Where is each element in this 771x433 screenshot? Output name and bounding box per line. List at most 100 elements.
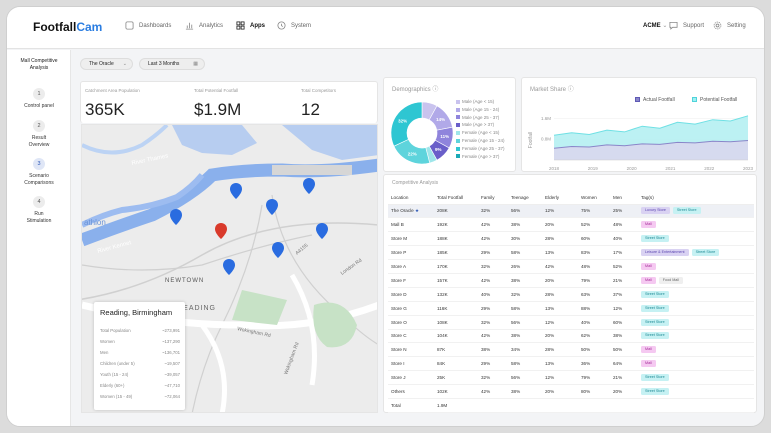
column-header[interactable]: Total Footfall — [434, 191, 478, 205]
table-row[interactable]: Store G 116K 29% 58% 13% 88% 12% Street Store — [388, 301, 754, 316]
x-tick-label: 2020 — [627, 166, 638, 171]
kpi-value-population: 365K — [85, 100, 125, 119]
demographics-card: Demographics ⓘ 14% 11% 9% 22% 32% Male (Age … — [383, 77, 516, 172]
table-row[interactable]: Store J 25K 32% 56% 12% 79% 21% Street Store — [388, 370, 754, 386]
competitor-pins[interactable] — [170, 178, 328, 275]
cell-elderly: 13% — [542, 245, 578, 261]
map-pin-icon[interactable] — [223, 259, 235, 275]
cell-teenage: 34% — [508, 342, 542, 358]
popup-row: Men ~136,701 — [100, 350, 180, 355]
star-icon[interactable]: ★ — [413, 207, 420, 213]
cell-men: 21% — [610, 273, 638, 288]
cell-location: Store C — [388, 329, 434, 344]
donut-slice[interactable] — [390, 101, 423, 147]
nav-system[interactable]: System — [277, 21, 311, 30]
column-header[interactable]: Family — [478, 191, 508, 205]
map-pin-icon[interactable] — [266, 199, 278, 215]
cell-women: 79% — [578, 370, 610, 386]
calendar-icon: ▦ — [193, 61, 198, 67]
support-link[interactable]: Support — [669, 21, 704, 30]
column-header[interactable]: Men — [610, 191, 638, 205]
cell-tags — [638, 398, 754, 413]
table-row[interactable]: Store C 104K 42% 38% 20% 62% 38% Street Store — [388, 329, 754, 344]
cell-men: 38% — [610, 329, 638, 344]
info-icon[interactable]: ⓘ — [432, 87, 439, 93]
cell-family: 32% — [478, 315, 508, 330]
market-share-chart: 1.6M 0.8M Footfall 2018 2019 2020 2021 2022 2023 — [528, 115, 754, 171]
area-series-line[interactable] — [553, 115, 749, 136]
nav-apps[interactable]: Apps — [236, 21, 265, 30]
cell-footfall: 185K — [434, 245, 478, 261]
cell-elderly: 28% — [542, 342, 578, 358]
date-range-select[interactable]: Last 3 Months ▦ — [139, 58, 205, 70]
table-row[interactable]: Store O 108K 32% 56% 12% 40% 60% Street Store — [388, 315, 754, 330]
location-select[interactable]: The Oracle ⌄ — [80, 58, 133, 70]
table-row[interactable]: Store N 87K 38% 34% 28% 50% 50% Mall — [388, 342, 754, 358]
table-row[interactable]: Store I 84K 29% 58% 13% 36% 64% Mall — [388, 356, 754, 372]
step-scenario-comparisons[interactable]: 3 Scenario Comparisons — [7, 158, 71, 186]
table-row[interactable]: Others 102K 42% 38% 20% 80% 20% Street Store — [388, 384, 754, 399]
table-row[interactable]: Store M 188K 42% 30% 28% 60% 40% Street Store — [388, 231, 754, 247]
dashboard-icon — [125, 21, 134, 30]
cell-women: 79% — [578, 273, 610, 288]
brand-logo[interactable]: FootfallCam — [33, 20, 103, 34]
cell-family: 42% — [478, 231, 508, 247]
map-pin-icon[interactable] — [303, 178, 315, 194]
cell-location: Store J — [388, 370, 434, 386]
table-row[interactable]: Mall B 192K 42% 38% 20% 52% 48% Mall — [388, 217, 754, 233]
column-header[interactable]: Location — [388, 191, 434, 205]
cell-teenage: 56% — [508, 315, 542, 330]
catchment-map[interactable]: River Thames River Kennet athlon NEWTOWN… — [81, 124, 378, 413]
table-row[interactable]: Store F 157K 42% 38% 20% 79% 21% Mall Food Mall — [388, 273, 754, 288]
popup-row: Youth (15 - 24) ~39,057 — [100, 372, 180, 377]
setting-link[interactable]: Setting — [713, 21, 746, 30]
table-row[interactable]: Store P 185K 29% 58% 13% 83% 17% Leisure & Ente… — [388, 245, 754, 261]
column-header[interactable]: Tag(s) — [638, 191, 754, 205]
target-location-pin-icon[interactable] — [215, 223, 227, 239]
step-control-panel[interactable]: 1 Control panel — [7, 88, 71, 110]
cell-family: 29% — [478, 301, 508, 316]
cell-family: 42% — [478, 329, 508, 344]
legend-item: Female (Age 15 - 24) — [456, 137, 505, 145]
map-pin-icon[interactable] — [230, 183, 242, 199]
info-icon[interactable]: ⓘ — [567, 87, 574, 93]
nav-analytics[interactable]: Analytics — [185, 21, 223, 30]
step-run-stimulation[interactable]: 4 Run Stimulation — [7, 196, 71, 224]
cell-footfall: 104K — [434, 329, 478, 344]
cell-footfall: 132K — [434, 287, 478, 302]
legend-swatch — [456, 123, 460, 128]
cell-women: 63% — [578, 287, 610, 302]
column-header[interactable]: Elderly — [542, 191, 578, 205]
nav-dashboards[interactable]: Dashboards — [125, 21, 171, 30]
cell-tags: Street Store — [638, 287, 754, 302]
map-pin-icon[interactable] — [316, 223, 328, 239]
legend-swatch — [456, 107, 460, 112]
map-pin-icon[interactable] — [272, 242, 284, 258]
cell-footfall: 1.9M — [434, 398, 478, 413]
step-result-overview[interactable]: 2 Result Overview — [7, 120, 71, 148]
app-window: FootfallCam Dashboards Analytics Apps Sy… — [6, 6, 765, 427]
column-header[interactable]: Women — [578, 191, 610, 205]
cell-men: 60% — [610, 315, 638, 330]
table-row[interactable]: Store A 170K 32% 26% 42% 48% 52% Mall — [388, 259, 754, 274]
table-row[interactable]: The Oracle ★ 208K 32% 56% 12% 75% 25% Luxury St… — [388, 204, 754, 219]
cell-teenage — [508, 398, 542, 413]
cell-elderly: 13% — [542, 301, 578, 316]
cell-elderly: 42% — [542, 259, 578, 274]
org-switcher[interactable]: ACME ⌄ — [643, 23, 668, 29]
cell-women: 62% — [578, 329, 610, 344]
column-header[interactable]: Teenage — [508, 191, 542, 205]
demographics-donut: 14% 11% 9% 22% 32% — [390, 101, 454, 165]
cell-elderly: 28% — [542, 231, 578, 247]
x-tick-label: 2023 — [743, 166, 754, 171]
map-pin-icon[interactable] — [170, 209, 182, 225]
area-series-line[interactable] — [553, 140, 749, 149]
cell-location: Store A — [388, 259, 434, 274]
cell-footfall: 25K — [434, 370, 478, 386]
cell-elderly: 20% — [542, 329, 578, 344]
cell-footfall: 102K — [434, 384, 478, 399]
cell-men: 37% — [610, 287, 638, 302]
x-tick-label: 2018 — [549, 166, 560, 171]
table-row[interactable]: Store D 132K 40% 32% 28% 63% 37% Street Store — [388, 287, 754, 302]
table-row[interactable]: Total 1.9M — [388, 398, 754, 413]
